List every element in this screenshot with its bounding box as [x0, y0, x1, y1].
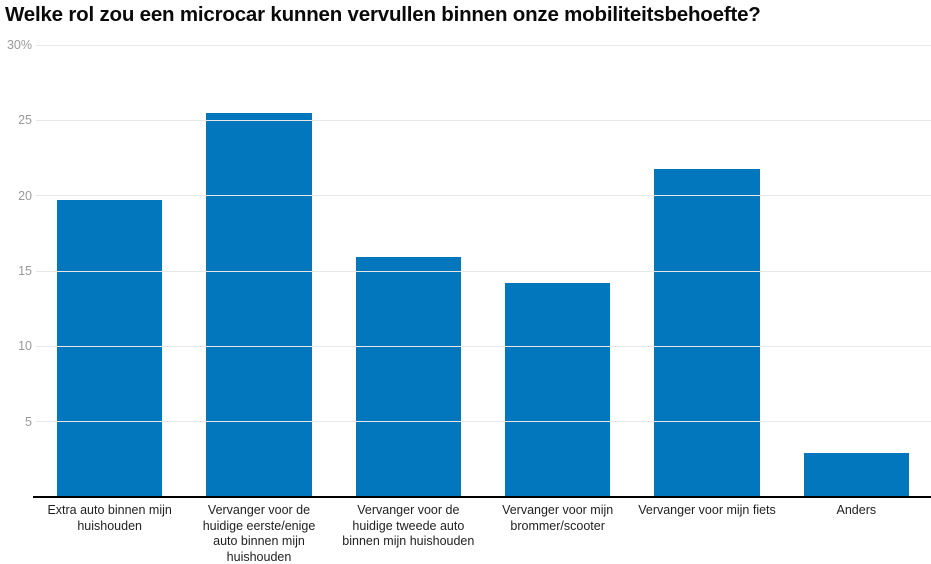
gridline: [36, 44, 931, 46]
x-tick-label: Vervanger voor de huidige tweede auto bi…: [342, 503, 475, 548]
y-tick-label: 30%: [6, 38, 32, 52]
x-tick-label: Extra auto binnen mijn huishouden: [47, 503, 172, 533]
chart-title: Welke rol zou een microcar kunnen vervul…: [5, 3, 761, 26]
x-axis-line: [33, 496, 931, 498]
bar: [505, 283, 611, 497]
y-tick-label: 15: [18, 264, 32, 278]
gridline: [36, 345, 931, 347]
gridline: [36, 270, 931, 272]
x-tick-label: Anders: [836, 503, 877, 517]
y-tick-label: 25: [18, 113, 32, 128]
gridline: [36, 119, 931, 121]
y-tick-label: 20: [18, 188, 32, 203]
x-tick-label: Vervanger voor de huidige eerste/enige a…: [202, 503, 316, 564]
bar: [57, 200, 163, 497]
y-tick-label: 10: [18, 339, 32, 354]
x-tick-label: Vervanger voor mijn fiets: [638, 503, 776, 517]
x-tick-label: Vervanger voor mijn brommer/scooter: [502, 503, 614, 533]
bar: [206, 112, 312, 497]
y-tick-label: 5: [25, 414, 32, 429]
bar: [654, 168, 760, 497]
gridline: [36, 421, 931, 423]
gridline: [36, 195, 931, 197]
bar: [803, 453, 909, 497]
plot-area: [33, 44, 931, 498]
bar: [355, 257, 461, 497]
